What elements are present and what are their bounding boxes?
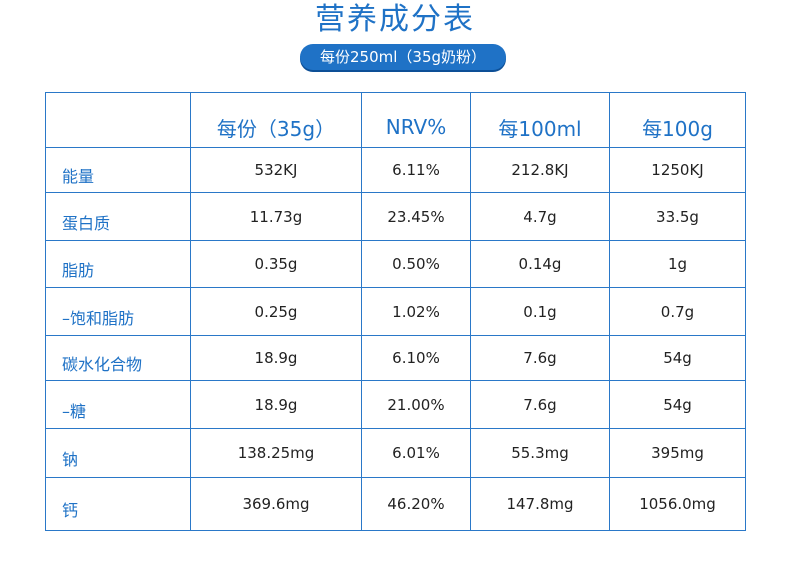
row-label: –糖 <box>45 380 191 429</box>
table-cell: 0.35g <box>190 240 362 288</box>
table-cell: 1.02% <box>361 287 471 336</box>
table-cell: 1250KJ <box>609 147 746 193</box>
row-label: 碳水化合物 <box>45 335 191 381</box>
nutrition-table: 每份（35g） NRV% 每100ml 每100g 能量 532KJ 6.11% 212.8K… <box>45 92 746 531</box>
table-cell: 6.11% <box>361 147 471 193</box>
table-cell: 23.45% <box>361 192 471 241</box>
table-cell: 395mg <box>609 428 746 478</box>
table-cell: 7.6g <box>470 335 610 381</box>
table-cell: 11.73g <box>190 192 362 241</box>
header-cell <box>45 92 191 148</box>
table-cell: 0.7g <box>609 287 746 336</box>
table-cell: 18.9g <box>190 380 362 429</box>
table-cell: 4.7g <box>470 192 610 241</box>
row-label: 能量 <box>45 147 191 193</box>
table-cell: 55.3mg <box>470 428 610 478</box>
column-header: 每100g <box>609 92 746 148</box>
table-cell: 1g <box>609 240 746 288</box>
table-cell: 21.00% <box>361 380 471 429</box>
table-cell: 1056.0mg <box>609 477 746 531</box>
table-cell: 46.20% <box>361 477 471 531</box>
row-label: 钠 <box>45 428 191 478</box>
row-label: 蛋白质 <box>45 192 191 241</box>
table-cell: 6.10% <box>361 335 471 381</box>
column-header: NRV% <box>361 92 471 148</box>
table-cell: 0.50% <box>361 240 471 288</box>
table-cell: 0.1g <box>470 287 610 336</box>
table-cell: 0.14g <box>470 240 610 288</box>
table-cell: 0.25g <box>190 287 362 336</box>
column-header: 每100ml <box>470 92 610 148</box>
title: 营养成分表 <box>315 2 475 37</box>
row-label: –饱和脂肪 <box>45 287 191 336</box>
table-cell: 54g <box>609 335 746 381</box>
row-label: 脂肪 <box>45 240 191 288</box>
table-cell: 54g <box>609 380 746 429</box>
table-cell: 532KJ <box>190 147 362 193</box>
table-cell: 147.8mg <box>470 477 610 531</box>
table-cell: 138.25mg <box>190 428 362 478</box>
table-cell: 7.6g <box>470 380 610 429</box>
row-label: 钙 <box>45 477 191 531</box>
table-cell: 33.5g <box>609 192 746 241</box>
subtitle-badge: 每份250ml（35g奶粉） <box>300 44 506 70</box>
table-cell: 18.9g <box>190 335 362 381</box>
column-header: 每份（35g） <box>190 92 362 148</box>
table-cell: 369.6mg <box>190 477 362 531</box>
table-cell: 6.01% <box>361 428 471 478</box>
table-cell: 212.8KJ <box>470 147 610 193</box>
